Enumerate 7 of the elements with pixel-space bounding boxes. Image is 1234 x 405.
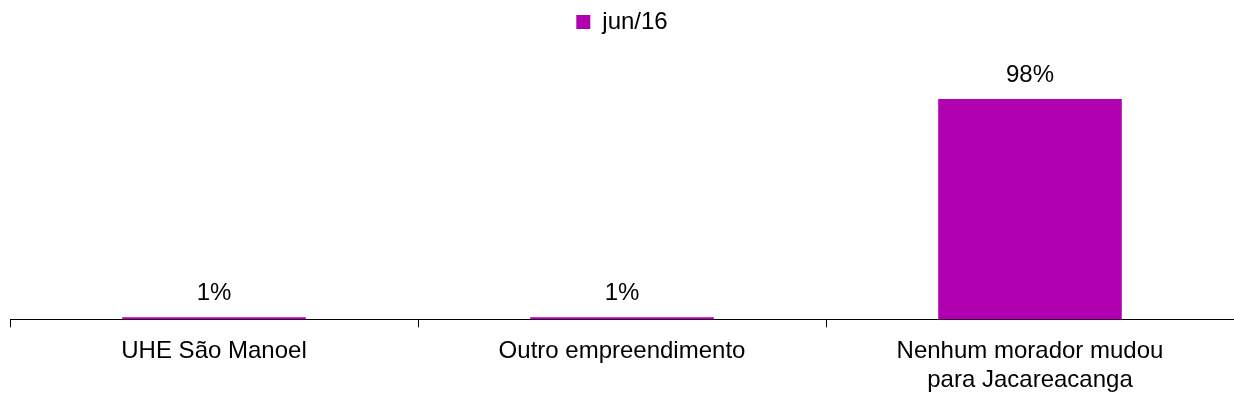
x-tick-label: Outro empreendimento [498, 336, 746, 364]
x-tick-label: UHE São Manoel [121, 336, 307, 364]
data-label: 1% [196, 277, 232, 305]
legend-label: jun/16 [601, 6, 668, 34]
data-label: 98% [1005, 59, 1055, 87]
x-tick-label: Nenhum morador mudou para Jacareacanga [896, 336, 1164, 393]
data-label: 1% [604, 277, 640, 305]
